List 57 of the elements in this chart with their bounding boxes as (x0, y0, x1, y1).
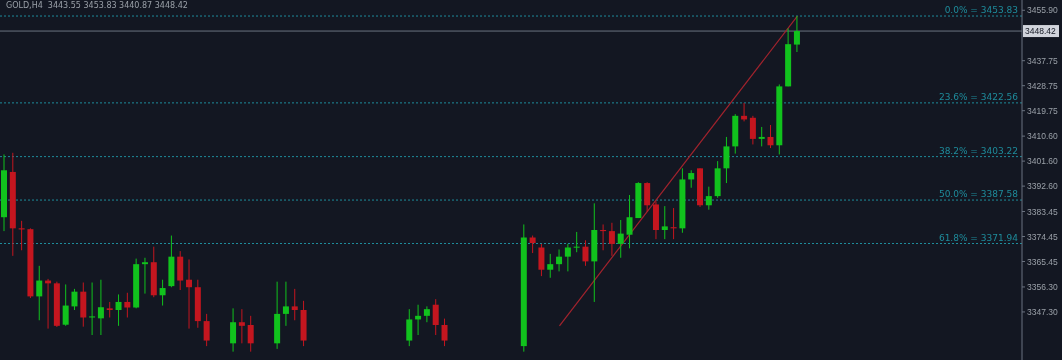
candlestick (238, 308, 245, 344)
candlestick (573, 231, 580, 253)
candlestick (423, 305, 430, 323)
candlestick (71, 288, 78, 311)
candlestick (767, 124, 774, 149)
ref-line-label: 38.2% = 3403.22 (938, 145, 1018, 156)
candlestick (89, 282, 96, 336)
candlestick (441, 318, 448, 347)
candlestick (793, 15, 800, 53)
candlestick (617, 219, 624, 259)
candlestick (177, 250, 184, 291)
candlestick (661, 205, 668, 240)
y-tick-label: 3428.75 (1027, 80, 1058, 91)
candlestick (626, 194, 633, 249)
candlestick (247, 315, 254, 353)
candlestick (115, 293, 122, 327)
y-tick-label: 3383.45 (1027, 206, 1058, 217)
candlestick (556, 248, 563, 272)
y-tick-label: 3392.60 (1027, 181, 1058, 192)
y-tick-label: 3356.30 (1027, 281, 1058, 292)
ref-line-label: 23.6% = 3422.56 (938, 91, 1019, 102)
candlestick (186, 258, 193, 330)
ref-line-label: 3448.42 (1025, 26, 1056, 37)
y-tick-label: 3437.75 (1027, 55, 1058, 66)
candlestick (644, 181, 651, 213)
ref-line-label: 50.0% = 3387.58 (938, 189, 1019, 200)
y-tick-label: 3374.45 (1027, 231, 1058, 242)
candlestick (282, 281, 289, 327)
candlestick (97, 279, 104, 336)
candlestick (159, 279, 166, 307)
candlestick (230, 307, 237, 353)
y-tick-label: 3419.75 (1027, 105, 1058, 116)
candlestick (124, 292, 131, 318)
candlestick (547, 253, 554, 279)
candlestick (36, 265, 43, 321)
candlestick (406, 308, 413, 347)
y-tick-label: 3347.30 (1027, 306, 1058, 317)
y-tick-label: 3365.45 (1027, 256, 1058, 267)
candlestick (62, 283, 69, 327)
candlestick (582, 239, 589, 267)
candlestick (538, 243, 545, 277)
y-tick-label: 3410.60 (1027, 131, 1058, 142)
chart-title: GOLD,H4 3443.55 3453.83 3440.87 3448.42 (6, 1, 188, 10)
candlestick (723, 136, 730, 184)
candlestick (291, 288, 298, 321)
candlestick (432, 298, 439, 336)
candlestick (608, 222, 615, 257)
ref-line-label: 61.8% = 3371.94 (938, 232, 1019, 243)
candlestick (141, 257, 148, 295)
candlestick (705, 186, 712, 211)
candlestick (749, 115, 756, 145)
candlestick (564, 243, 571, 272)
y-tick-label: 3455.90 (1027, 5, 1058, 16)
candlestick (758, 126, 765, 147)
ref-line-label: 0.0% = 3453.83 (944, 5, 1018, 16)
candlestick (203, 313, 210, 347)
y-tick-label: 3401.60 (1027, 156, 1058, 167)
